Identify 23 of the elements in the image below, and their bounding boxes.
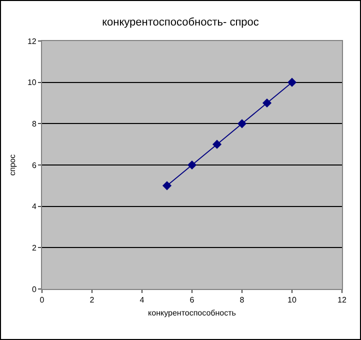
point — [237, 119, 247, 128]
y-tick-label: 12 — [27, 36, 37, 46]
x-tick-label: 12 — [338, 296, 347, 305]
y-tick-label: 8 — [32, 119, 37, 128]
y-tick-label: 0 — [32, 284, 37, 294]
x-tick-label: 10 — [288, 296, 297, 305]
x-tick-label: 4 — [140, 296, 145, 305]
x-tick-label: 2 — [90, 296, 95, 305]
x-axis-title: конкурентоспособность — [148, 308, 236, 318]
x-tick-label: 6 — [190, 296, 195, 305]
y-tick-label: 2 — [32, 243, 37, 252]
x-tick-label: 0 — [40, 296, 45, 305]
point — [212, 140, 222, 149]
point — [187, 160, 197, 170]
y-tick-label: 10 — [27, 78, 37, 88]
y-tick-label: 4 — [32, 202, 37, 212]
point — [262, 98, 272, 108]
y-tick-label: 6 — [32, 160, 37, 170]
y-axis-title: спрос — [8, 154, 18, 176]
point — [162, 181, 172, 190]
point — [287, 78, 297, 87]
chart-title: конкурентоспособность- спрос — [102, 16, 260, 29]
x-tick-label: 8 — [240, 296, 245, 305]
